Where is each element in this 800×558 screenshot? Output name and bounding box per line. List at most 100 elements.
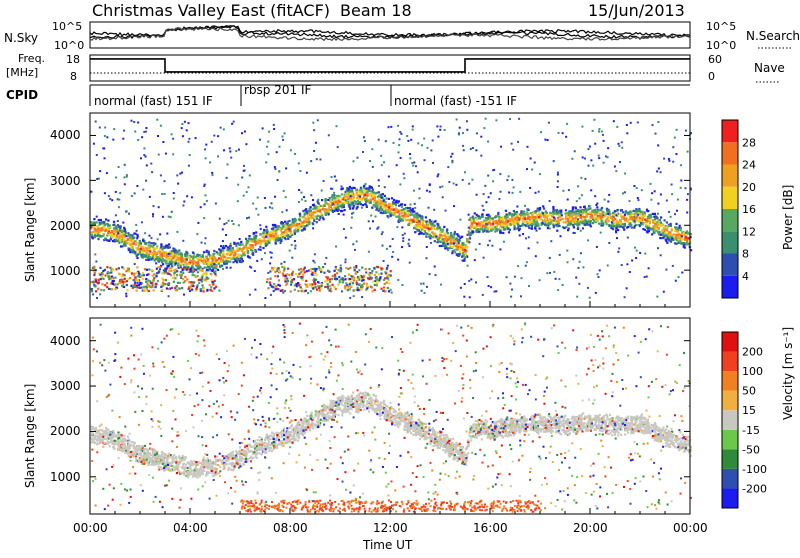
power-echo-point bbox=[348, 282, 351, 286]
power-echo-point bbox=[319, 210, 322, 213]
power-echo-point bbox=[648, 221, 651, 225]
power-echo-point bbox=[684, 236, 687, 239]
power-echo-point bbox=[329, 200, 332, 203]
power-echo-point bbox=[249, 240, 252, 243]
power-echo-point bbox=[499, 220, 503, 223]
power-echo-point bbox=[348, 185, 351, 188]
power-echo-point bbox=[299, 170, 302, 172]
power-echo-point bbox=[137, 244, 141, 247]
power-echo-point bbox=[390, 208, 394, 211]
power-echo-point bbox=[488, 215, 491, 218]
power-echo-point bbox=[111, 199, 114, 202]
power-echo-point bbox=[415, 165, 417, 168]
power-echo-point bbox=[567, 189, 570, 192]
power-echo-point bbox=[482, 193, 485, 196]
power-echo-point bbox=[175, 285, 178, 288]
power-echo-point bbox=[216, 252, 219, 255]
power-echo-point bbox=[372, 194, 375, 197]
power-echo-point bbox=[588, 205, 591, 207]
power-echo-point bbox=[298, 225, 301, 228]
power-echo-point bbox=[471, 219, 474, 223]
power-echo-point bbox=[673, 136, 676, 139]
power-echo-point bbox=[547, 121, 550, 124]
power-echo-point bbox=[536, 208, 539, 211]
power-echo-point bbox=[364, 268, 367, 271]
power-echo-point bbox=[398, 217, 401, 220]
power-echo-point bbox=[228, 247, 231, 250]
power-echo-point bbox=[360, 206, 363, 209]
power-echo-point bbox=[196, 262, 200, 265]
power-echo-point bbox=[320, 270, 323, 273]
power-echo-point bbox=[520, 214, 523, 217]
power-echo-point bbox=[597, 154, 600, 157]
power-echo-point bbox=[311, 271, 314, 274]
power-echo-point bbox=[527, 216, 530, 219]
power-echo-point bbox=[281, 227, 284, 230]
power-echo-point bbox=[313, 281, 317, 285]
power-echo-point bbox=[187, 122, 190, 125]
power-echo-point bbox=[524, 237, 527, 240]
power-echo-point bbox=[238, 238, 241, 240]
power-echo-point bbox=[109, 197, 112, 200]
power-echo-point bbox=[372, 191, 375, 194]
power-echo-point bbox=[269, 239, 272, 242]
power-echo-point bbox=[471, 232, 474, 235]
power-echo-point bbox=[155, 275, 158, 278]
power-echo-point bbox=[347, 267, 350, 270]
power-echo-point bbox=[294, 273, 298, 276]
power-echo-point bbox=[196, 286, 199, 289]
power-echo-point bbox=[133, 192, 136, 195]
power-echo-point bbox=[210, 286, 213, 289]
power-echo-point bbox=[202, 290, 205, 293]
power-echo-point bbox=[407, 222, 411, 225]
power-echo-point bbox=[581, 212, 585, 215]
power-echo-point bbox=[153, 277, 156, 280]
power-echo-point bbox=[510, 216, 514, 219]
power-echo-point bbox=[145, 127, 148, 129]
power-echo-point bbox=[618, 145, 621, 147]
power-echo-point bbox=[344, 199, 347, 202]
power-echo-point bbox=[281, 135, 284, 138]
power-echo-point bbox=[299, 271, 302, 274]
power-echo-point bbox=[453, 245, 456, 248]
power-echo-point bbox=[124, 210, 127, 213]
power-echo-point bbox=[210, 273, 213, 276]
power-echo-point bbox=[674, 230, 677, 233]
power-echo-point bbox=[93, 285, 96, 288]
power-echo-point bbox=[284, 229, 287, 232]
power-echo-point bbox=[452, 182, 455, 185]
power-echo-point bbox=[616, 221, 619, 225]
power-echo-point bbox=[443, 239, 447, 242]
power-echo-point bbox=[483, 224, 486, 227]
power-echo-point bbox=[381, 244, 384, 247]
power-echo-point bbox=[509, 118, 511, 120]
power-echo-point bbox=[545, 224, 548, 227]
power-echo-point bbox=[620, 141, 623, 144]
power-echo-point bbox=[281, 211, 284, 214]
power-echo-point bbox=[652, 220, 655, 224]
power-echo-point bbox=[188, 257, 191, 260]
power-echo-point bbox=[593, 220, 596, 223]
power-echo-point bbox=[165, 256, 168, 259]
power-echo-point bbox=[273, 283, 276, 286]
power-echo-point bbox=[423, 292, 426, 294]
power-echo-point bbox=[150, 237, 153, 240]
power-echo-point bbox=[371, 290, 374, 293]
power-echo-point bbox=[645, 220, 648, 224]
power-echo-point bbox=[339, 267, 342, 270]
power-echo-point bbox=[155, 258, 158, 261]
power-echo-point bbox=[438, 236, 442, 239]
power-echo-point bbox=[93, 223, 96, 226]
power-echo-point bbox=[641, 210, 644, 213]
power-echo-point bbox=[369, 186, 372, 189]
power-echo-point bbox=[487, 221, 490, 225]
power-echo-point bbox=[317, 285, 320, 288]
power-echo-point bbox=[506, 179, 509, 182]
power-echo-point bbox=[365, 200, 368, 203]
power-echo-point bbox=[274, 285, 277, 288]
power-echo-point bbox=[431, 224, 434, 227]
power-echo-point bbox=[238, 253, 241, 256]
power-echo-point bbox=[468, 241, 471, 244]
power-echo-point bbox=[508, 211, 511, 215]
power-echo-point bbox=[229, 150, 232, 153]
